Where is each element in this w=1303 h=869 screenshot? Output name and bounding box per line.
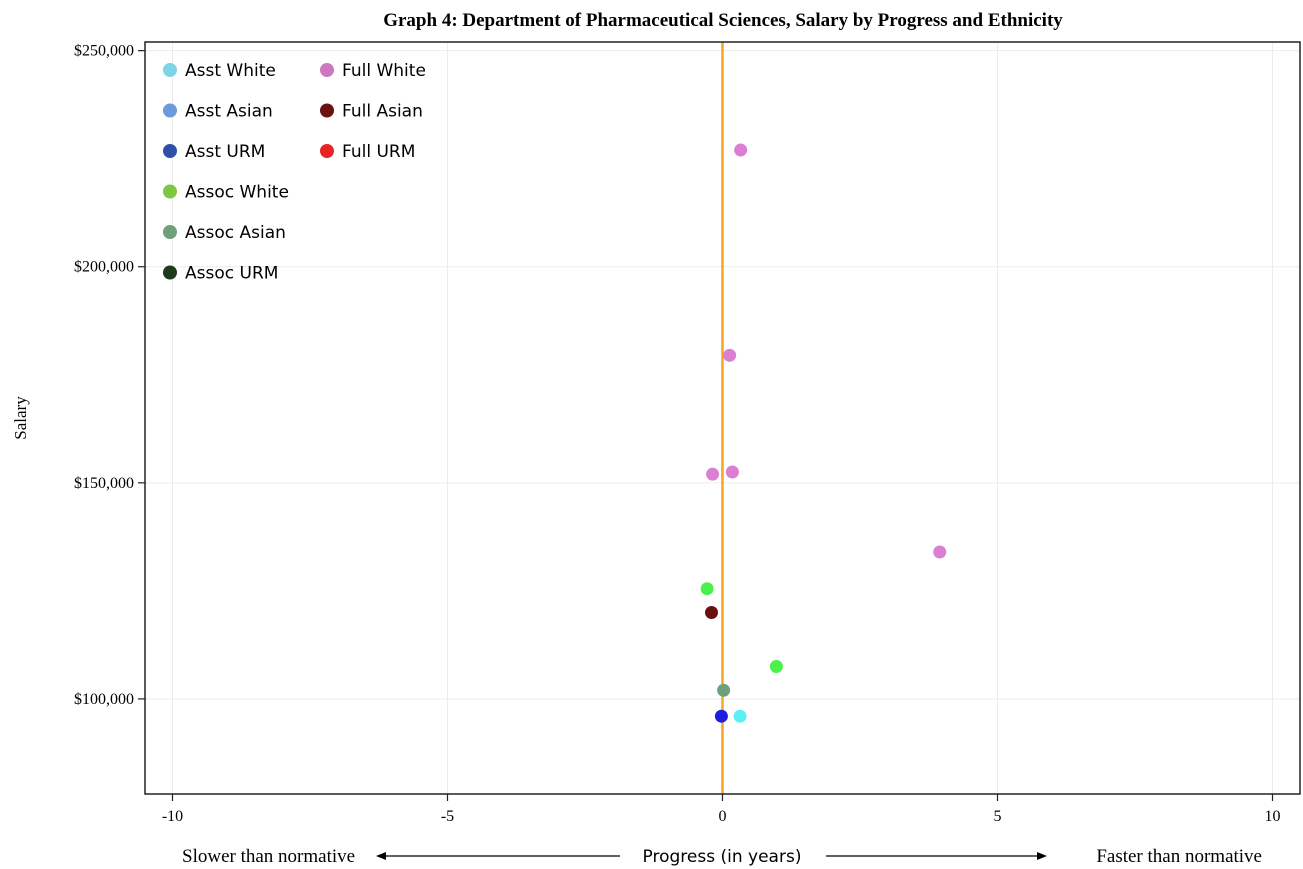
x-tick-label: -10 xyxy=(162,808,183,825)
data-point xyxy=(723,348,737,362)
legend: Asst White Asst Asian Asst URM Assoc White A… xyxy=(163,61,426,284)
data-point xyxy=(700,582,714,596)
y-tick-label: $150,000 xyxy=(74,475,134,492)
y-tick-label: $100,000 xyxy=(74,691,134,708)
data-point xyxy=(725,465,739,479)
legend-label: Assoc Asian xyxy=(185,223,286,243)
legend-marker xyxy=(163,63,177,77)
y-axis-ticks: $100,000 $150,000 $200,000 $250,000 xyxy=(74,43,145,708)
data-point xyxy=(733,709,747,723)
x-tick-label: 10 xyxy=(1265,808,1281,825)
data-point xyxy=(714,709,728,723)
legend-label: Asst White xyxy=(185,61,276,81)
x-tick-label: 0 xyxy=(719,808,727,825)
legend-marker xyxy=(320,63,334,77)
legend-marker xyxy=(163,265,177,280)
x-axis-ticks: -10 -5 0 5 10 xyxy=(162,794,1281,825)
x-axis-label-slower: Slower than normative xyxy=(182,846,355,867)
chart-title: Graph 4: Department of Pharmaceutical Sc… xyxy=(383,10,1063,31)
legend-marker xyxy=(163,144,177,158)
legend-marker xyxy=(163,184,177,199)
data-point xyxy=(706,467,720,481)
x-axis-label-faster: Faster than normative xyxy=(1096,846,1262,867)
y-tick-label: $200,000 xyxy=(74,259,134,276)
data-point xyxy=(705,605,718,619)
legend-marker xyxy=(320,103,334,118)
legend-label: Asst Asian xyxy=(185,102,273,122)
legend-label: Full Asian xyxy=(342,102,423,122)
data-point xyxy=(734,143,748,157)
data-points xyxy=(700,143,947,723)
legend-label: Assoc URM xyxy=(185,264,278,284)
legend-label: Full URM xyxy=(342,142,415,162)
arrow-left-head xyxy=(376,852,386,860)
legend-label: Full White xyxy=(342,61,426,81)
data-point xyxy=(769,660,783,674)
legend-marker xyxy=(320,144,334,158)
x-axis-label: Progress (in years) xyxy=(643,847,802,867)
x-axis-caption: Slower than normative Progress (in years… xyxy=(182,846,1262,867)
y-tick-label: $250,000 xyxy=(74,43,134,60)
legend-label: Assoc White xyxy=(185,183,289,203)
arrow-right-head xyxy=(1037,852,1047,860)
legend-marker xyxy=(163,225,177,239)
x-tick-label: 5 xyxy=(994,808,1002,825)
data-point xyxy=(717,683,731,697)
legend-label: Asst URM xyxy=(185,142,265,162)
data-point xyxy=(933,545,947,559)
x-tick-label: -5 xyxy=(441,808,454,825)
legend-marker xyxy=(163,103,177,118)
y-axis-label: Salary xyxy=(11,396,30,440)
